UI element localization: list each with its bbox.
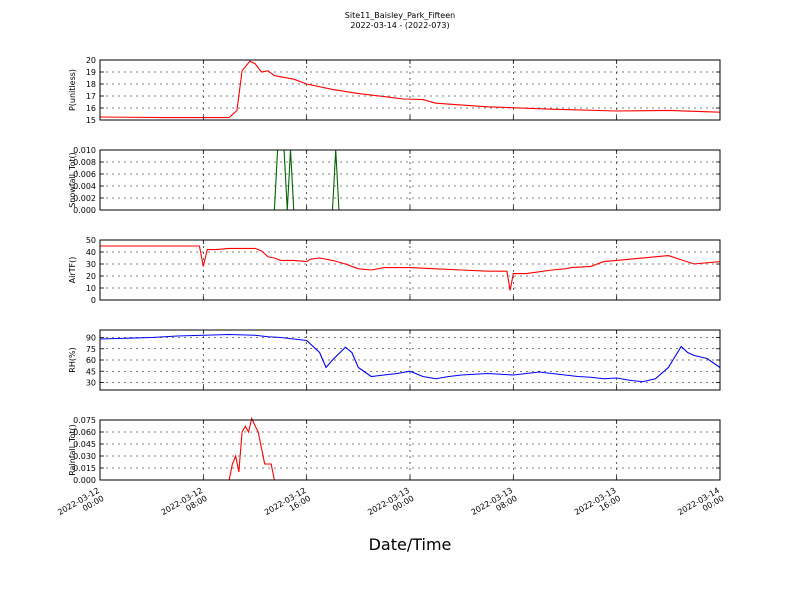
panel-4-ytick-label-2: 0.030 xyxy=(73,452,96,461)
panel-3-ytick-label-0: 30 xyxy=(86,379,96,388)
panel-4-ytick-label-1: 0.015 xyxy=(73,464,96,473)
panel-3-ytick-label-2: 60 xyxy=(86,356,96,365)
panel-1-ytick-label-0: 0.000 xyxy=(73,206,96,215)
panel-4-ylabel: Rainfall_Tot() xyxy=(68,424,77,476)
panel-4: 0.000 0.015 0.030 0.045 0.060 0.075Rainfall_T… xyxy=(68,416,721,485)
x-tick-label-6: 2022-03-1400:00 xyxy=(676,486,725,525)
panel-3-ylabel: RH(%) xyxy=(68,347,77,372)
panel-4-ytick-label-3: 0.045 xyxy=(73,440,96,449)
panel-2-ytick-label-2: 20 xyxy=(86,272,96,281)
x-tick-label-2: 2022-03-1216:00 xyxy=(263,486,312,525)
panel-1-ytick-label-3: 0.006 xyxy=(73,170,96,179)
panel-4-series-line xyxy=(100,416,720,481)
panel-1-ytick-label-4: 0.008 xyxy=(73,158,96,167)
panel-2-ytick-label-1: 10 xyxy=(86,284,96,293)
panel-3-ytick-label-3: 75 xyxy=(86,345,96,354)
panel-3-series-line xyxy=(99,333,721,383)
panel-0-ylabel: P(unitless) xyxy=(68,69,77,111)
panel-2-ylabel: AirTF() xyxy=(68,257,77,284)
x-tick-label-5: 2022-03-1316:00 xyxy=(573,486,622,525)
panel-0-ytick-label-5: 20 xyxy=(86,56,96,65)
panel-3-ytick-label-1: 45 xyxy=(86,367,96,376)
panel-1-ytick-label-1: 0.002 xyxy=(73,194,96,203)
chart-subtitle: 2022-03-14 - (2022-073) xyxy=(350,21,449,30)
x-tick-label-0: 2022-03-1200:00 xyxy=(56,486,105,525)
panel-4-ytick-label-4: 0.060 xyxy=(73,428,96,437)
panel-1-ytick-label-5: 0.010 xyxy=(73,146,96,155)
panel-1: 0.000 0.002 0.004 0.006 0.008 0.010Snowfall_T… xyxy=(68,146,721,215)
panel-0-ytick-label-4: 19 xyxy=(86,68,96,77)
panel-0-ytick-label-3: 18 xyxy=(86,80,96,89)
panel-2-ytick-label-4: 40 xyxy=(86,248,96,257)
panel-4-ytick-label-5: 0.075 xyxy=(73,416,96,425)
panel-1-ytick-label-2: 0.004 xyxy=(73,182,96,191)
panel-2-ytick-label-0: 0 xyxy=(91,296,96,305)
panel-1-ylabel: Snowfall_Tot() xyxy=(68,152,77,208)
panels: 151617181920P(unitless)0.0000.0020.0040.… xyxy=(68,56,721,485)
x-tick-label-1: 2022-03-1208:00 xyxy=(160,486,209,525)
panel-4-ytick-label-0: 0.000 xyxy=(73,476,96,485)
chart-title: Site11_Baisley_Park_Fifteen xyxy=(345,11,455,20)
panel-0: 15 16 17 18 19 20 P(unitless) xyxy=(68,56,721,125)
panel-0-series-line xyxy=(99,60,721,119)
panel-3-ytick-label-4: 90 xyxy=(86,334,96,343)
panel-2: 0 10 20 30 40 50 AirTF() xyxy=(68,236,721,305)
panel-2-ytick-label-5: 50 xyxy=(86,236,96,245)
panel-2-ytick-label-3: 30 xyxy=(86,260,96,269)
panel-2-series-line xyxy=(100,245,721,291)
panel-0-ytick-label-1: 16 xyxy=(86,104,96,113)
x-tick-label-3: 2022-03-1300:00 xyxy=(366,486,415,525)
x-tick-label-4: 2022-03-1308:00 xyxy=(470,486,519,525)
panel-0-ytick-label-0: 15 xyxy=(86,116,96,125)
panel-3: 30 45 60 75 90 RH(%) xyxy=(68,329,721,391)
x-axis-label: Date/Time xyxy=(369,535,452,554)
panel-0-ytick-label-2: 17 xyxy=(86,92,96,101)
x-axis: 2022-03-1200:00 2022-03-1208:00 2022-03-12… xyxy=(56,486,725,525)
